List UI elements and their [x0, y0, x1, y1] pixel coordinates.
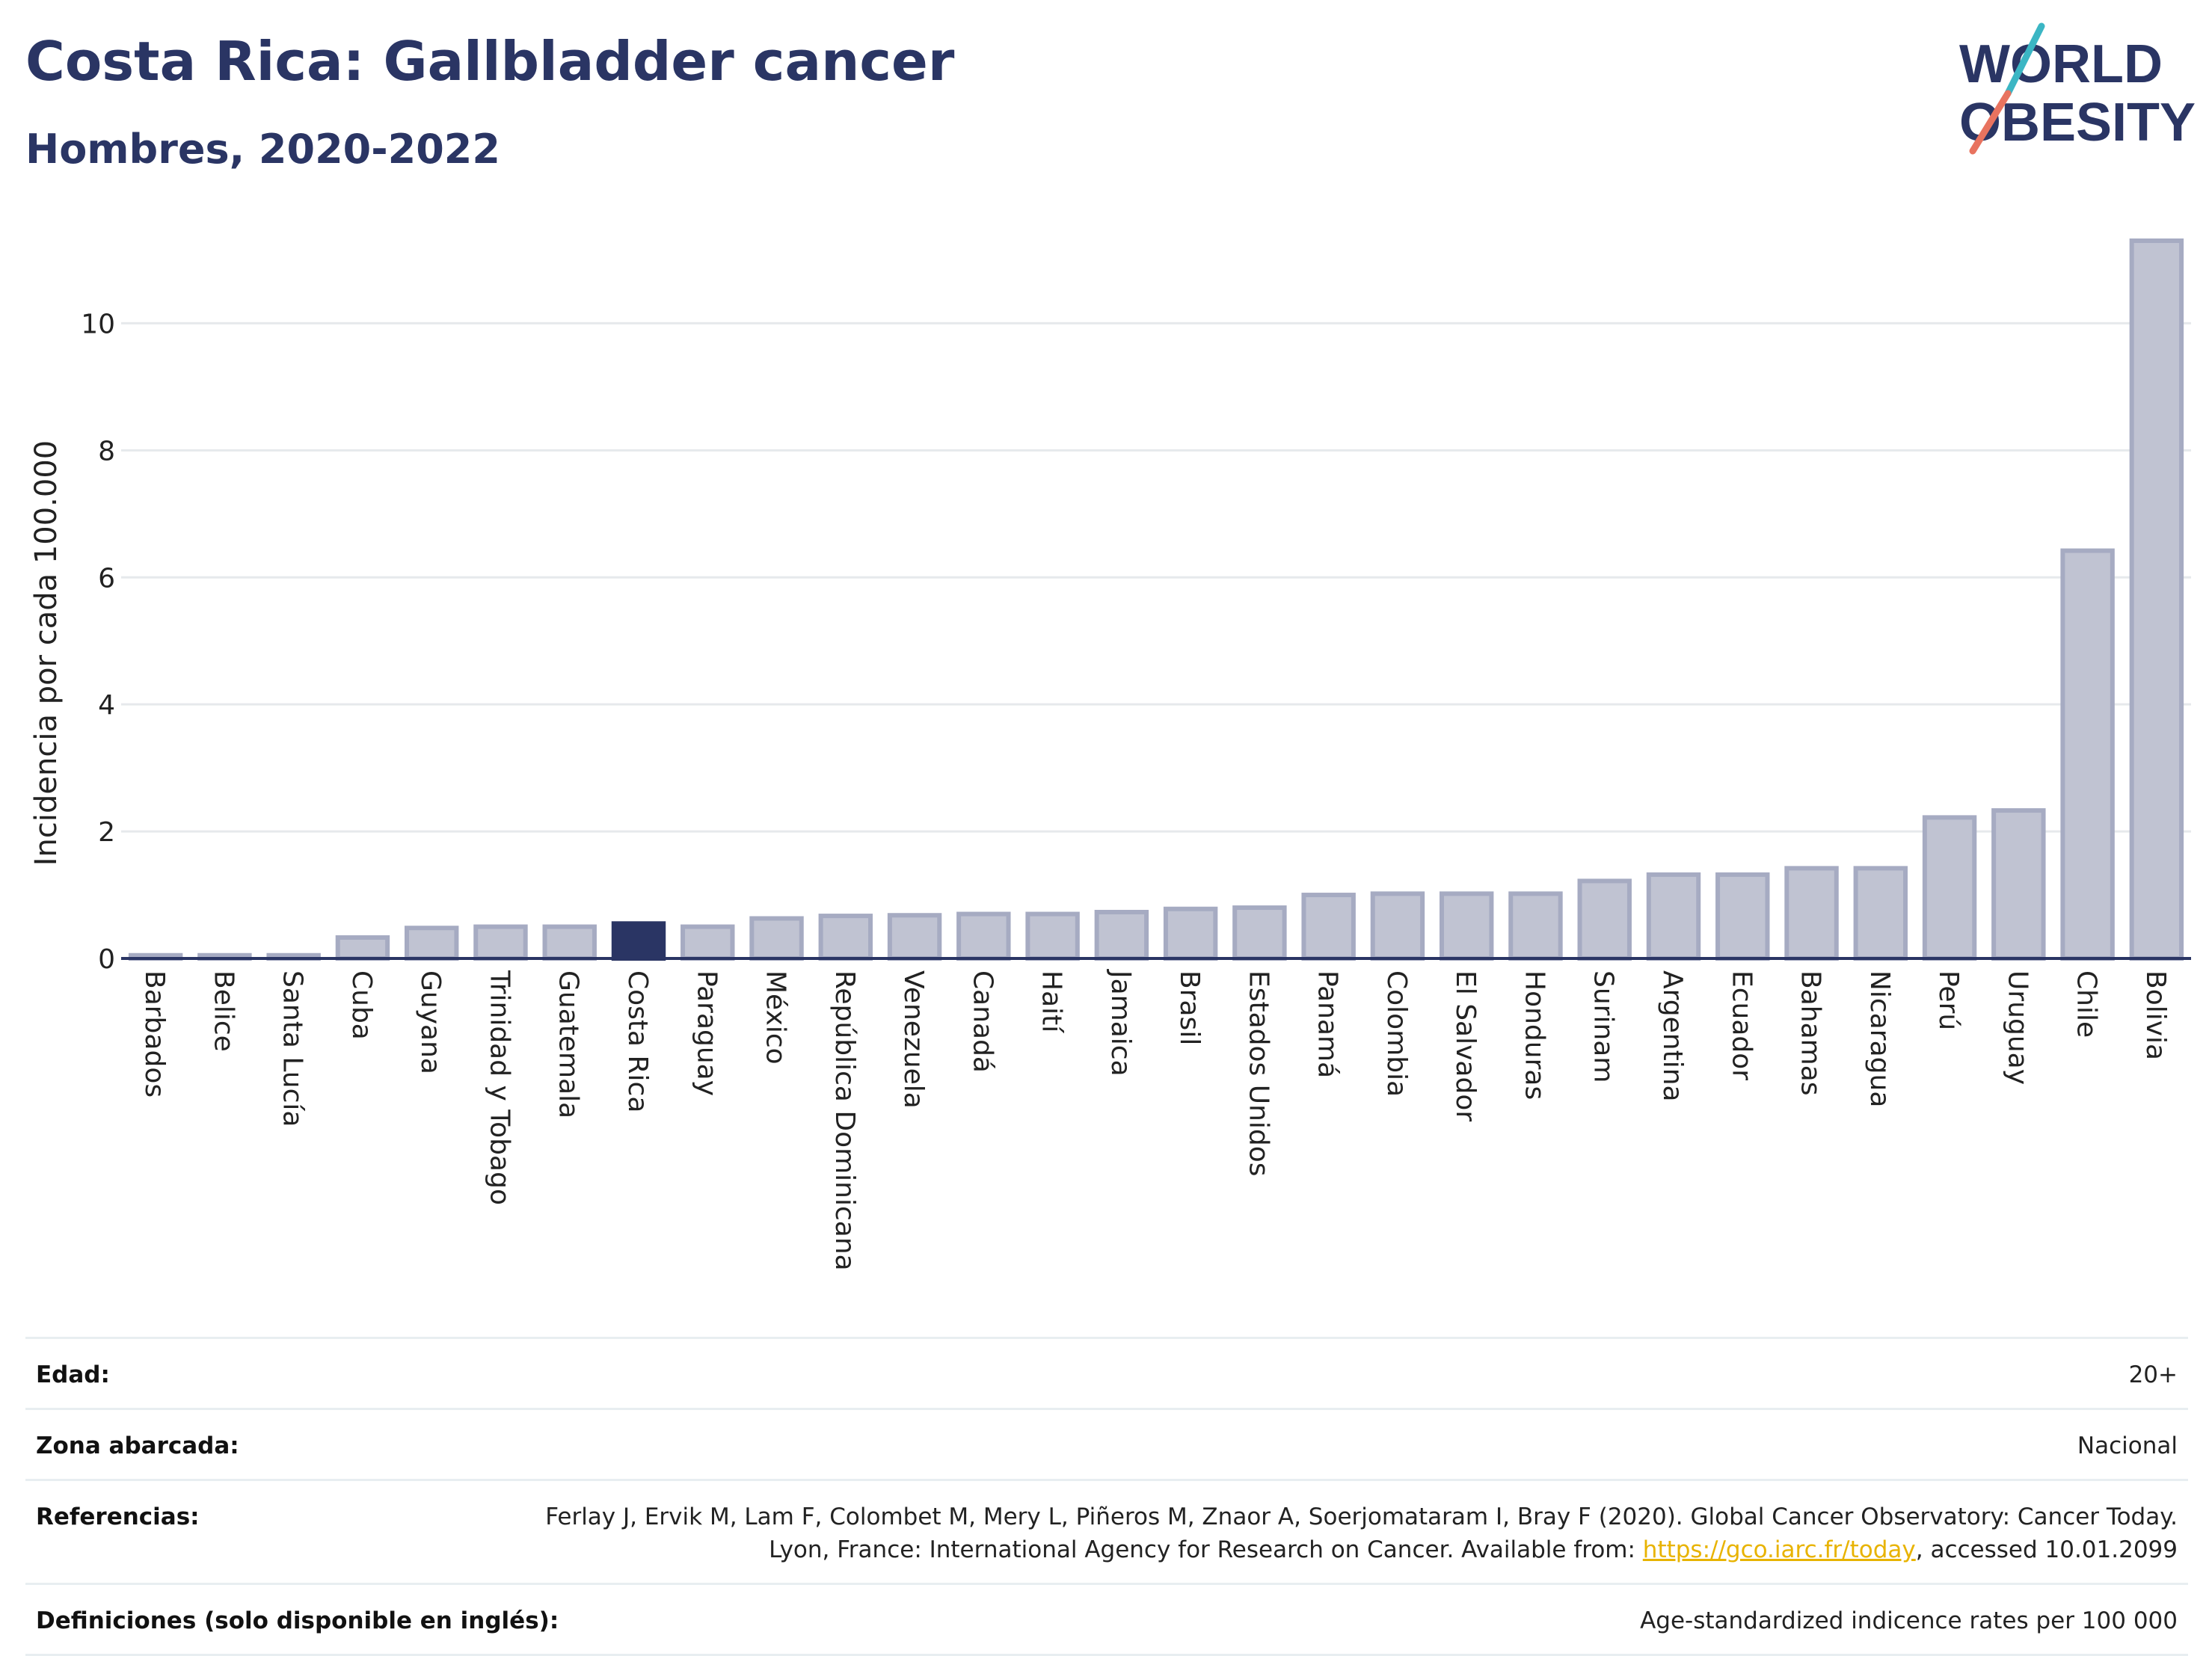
x-tick-label: Perú: [1933, 970, 1964, 1030]
bar-costa-rica: [611, 921, 666, 961]
x-tick-label: El Salvador: [1450, 970, 1481, 1121]
y-tick-label: 6: [98, 563, 115, 594]
world-obesity-logo: WORLD OBESITY: [1959, 22, 2196, 155]
bar-layer: [128, 238, 2184, 961]
meta-row-definitions: Definiciones (solo disponible en inglés)…: [25, 1583, 2188, 1656]
x-tick-label: Barbados: [139, 970, 170, 1098]
logo-slash-top: [2004, 22, 2045, 97]
bar-argentina: [1646, 872, 1701, 961]
y-tick-label: 8: [98, 436, 115, 467]
bar-brasil: [1163, 906, 1218, 961]
bar-guatemala: [542, 924, 597, 961]
x-tick-label: Argentina: [1657, 970, 1688, 1102]
metadata-table: Edad: 20+ Zona abarcada: Nacional Refere…: [25, 1337, 2188, 1656]
reference-text: Ferlay J, Ervik M, Lam F, Colombet M, Me…: [545, 1503, 2178, 1563]
bar-honduras: [1508, 891, 1563, 961]
reference-link[interactable]: https://gco.iarc.fr/today: [1642, 1536, 1916, 1563]
x-tick-label: Paraguay: [691, 970, 722, 1096]
bar-venezuela: [887, 913, 942, 961]
bar-cuba: [335, 935, 390, 961]
x-tick-label: Santa Lucía: [277, 970, 308, 1127]
x-tick-label: Belice: [208, 970, 239, 1052]
x-tick-label: Nicaragua: [1864, 970, 1895, 1107]
x-tick-label: Canadá: [967, 970, 998, 1073]
bar-guyana: [404, 926, 459, 961]
x-tick-label: Guyana: [415, 970, 446, 1074]
bar-paraguay: [681, 924, 735, 961]
bar-uruguay: [1991, 808, 2046, 961]
x-tick-label: Surinam: [1588, 970, 1619, 1083]
meta-row-age: Edad: 20+: [25, 1337, 2188, 1408]
bar-ecuador: [1715, 872, 1770, 961]
x-tick-label: Costa Rica: [622, 970, 653, 1112]
meta-value-area: Nacional: [2077, 1432, 2178, 1459]
x-tick-label: Trinidad y Tobago: [484, 970, 514, 1205]
x-tick-label: Estados Unidos: [1243, 970, 1274, 1177]
x-tick-label: Ecuador: [1726, 970, 1757, 1080]
meta-label-definitions: Definiciones (solo disponible en inglés)…: [36, 1607, 559, 1634]
chart-subtitle: Hombres, 2020-2022: [25, 126, 500, 173]
x-tick-label: Venezuela: [898, 970, 929, 1109]
meta-value-age: 20+: [2128, 1361, 2178, 1388]
bar-colombia: [1370, 891, 1425, 961]
grid-layer: [121, 321, 2191, 833]
bar-m-xico: [749, 916, 804, 961]
y-tick-label: 0: [98, 944, 115, 975]
x-tick-label: México: [761, 970, 791, 1065]
meta-value-references: Ferlay J, Ervik M, Lam F, Colombet M, Me…: [532, 1500, 2178, 1566]
meta-row-area: Zona abarcada: Nacional: [25, 1408, 2188, 1479]
x-tick-label: Panamá: [1312, 970, 1343, 1078]
logo-line1: WORLD: [1959, 34, 2163, 94]
bar-trinidad-y-tobago: [473, 924, 528, 961]
x-tick-label: Bahamas: [1795, 970, 1826, 1096]
bar-jamaica: [1094, 909, 1149, 961]
bar-per-: [1922, 815, 1977, 961]
meta-value-definitions: Age-standardized indicence rates per 100…: [1640, 1607, 2178, 1634]
bar-chart: 0 2 4 6 8 10 Incidencia por cada 100.000 Barbad…: [29, 238, 2191, 1271]
bar-panam-: [1301, 893, 1356, 961]
meta-row-references: Referencias: Ferlay J, Ervik M, Lam F, C…: [25, 1479, 2188, 1583]
x-tick-label: Bolivia: [2140, 970, 2171, 1060]
x-tick-label: Cuba: [346, 970, 377, 1040]
x-tick-label: Chile: [2071, 970, 2102, 1038]
x-tick-label: Honduras: [1519, 970, 1549, 1100]
bar-chile: [2060, 548, 2115, 961]
meta-label-age: Edad:: [36, 1361, 110, 1388]
y-tick-label: 2: [98, 817, 115, 848]
bar-bahamas: [1784, 866, 1839, 961]
bar-canad-: [956, 911, 1011, 961]
x-tick-label: República Dominicana: [829, 970, 860, 1271]
label-layer: 0 2 4 6 8 10 Incidencia por cada 100.000 Barbad…: [29, 309, 2171, 1270]
bar-hait-: [1025, 911, 1080, 961]
bar-surinam: [1577, 878, 1632, 961]
meta-label-references: Referencias:: [36, 1503, 200, 1530]
x-tick-label: Jamaica: [1105, 969, 1136, 1077]
x-tick-label: Brasil: [1174, 970, 1205, 1045]
meta-label-area: Zona abarcada:: [36, 1432, 239, 1459]
x-tick-label: Colombia: [1381, 970, 1412, 1097]
bar-el-salvador: [1439, 891, 1494, 961]
bar-bolivia: [2129, 238, 2184, 961]
bar-estados-unidos: [1232, 905, 1287, 961]
x-tick-label: Haití: [1036, 970, 1067, 1033]
y-axis-label: Incidencia por cada 100.000: [29, 440, 64, 867]
x-tick-label: Guatemala: [553, 970, 584, 1118]
y-tick-label: 10: [81, 309, 115, 339]
bar-nicaragua: [1853, 866, 1908, 961]
logo-slash-bottom: [1969, 90, 2012, 155]
chart-title: Costa Rica: Gallbladder cancer: [25, 30, 955, 93]
reference-suffix: , accessed 10.01.2099: [1915, 1536, 2178, 1563]
y-tick-label: 4: [98, 690, 115, 721]
bar-rep-blica-dominicana: [818, 914, 873, 961]
x-tick-label: Uruguay: [2002, 970, 2033, 1085]
